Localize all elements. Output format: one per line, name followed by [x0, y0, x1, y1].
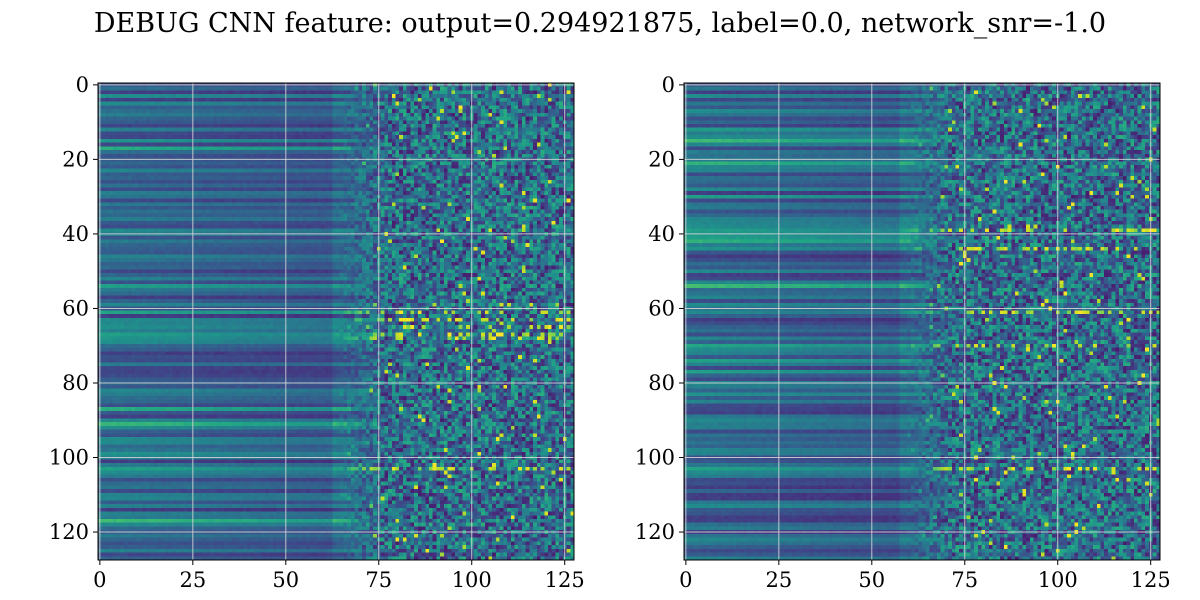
y-tick-label: 120 [49, 520, 89, 544]
heatmap-panel-right: 0 25 50 75 100 125 0 20 40 60 80 100 120 [635, 73, 1171, 592]
y-tick-label: 0 [76, 73, 89, 97]
x-tick-label: 25 [765, 568, 792, 592]
y-tick-label: 0 [662, 73, 675, 97]
x-tick-label: 50 [858, 568, 885, 592]
x-tick-label: 50 [272, 568, 299, 592]
figure-title: DEBUG CNN feature: output=0.294921875, l… [93, 8, 1107, 39]
x-tick-label: 100 [1038, 568, 1078, 592]
heatmap-panel-left: 0 25 50 75 100 125 0 20 40 60 80 100 120 [49, 73, 585, 592]
y-tick-label: 100 [635, 446, 675, 470]
y-tick-label: 60 [648, 296, 675, 320]
y-tick-label: 40 [648, 222, 675, 246]
x-tick-label: 0 [93, 568, 106, 592]
y-tick-label: 40 [62, 222, 89, 246]
y-tick-label: 80 [648, 371, 675, 395]
plot-frame [683, 82, 1161, 561]
y-tick-label: 120 [635, 520, 675, 544]
x-tick-label: 125 [1131, 568, 1171, 592]
x-tick-label: 0 [679, 568, 692, 592]
plot-frame [97, 82, 575, 561]
x-tick-label: 25 [179, 568, 206, 592]
x-tick-label: 100 [452, 568, 492, 592]
y-tick-label: 60 [62, 296, 89, 320]
y-tick-label: 80 [62, 371, 89, 395]
x-tick-label: 125 [545, 568, 585, 592]
y-tick-label: 20 [648, 147, 675, 171]
y-tick-label: 20 [62, 147, 89, 171]
y-tick-label: 100 [49, 446, 89, 470]
x-tick-label: 75 [951, 568, 978, 592]
x-tick-label: 75 [365, 568, 392, 592]
heatmap-image [98, 83, 574, 560]
heatmap-image [684, 83, 1160, 560]
